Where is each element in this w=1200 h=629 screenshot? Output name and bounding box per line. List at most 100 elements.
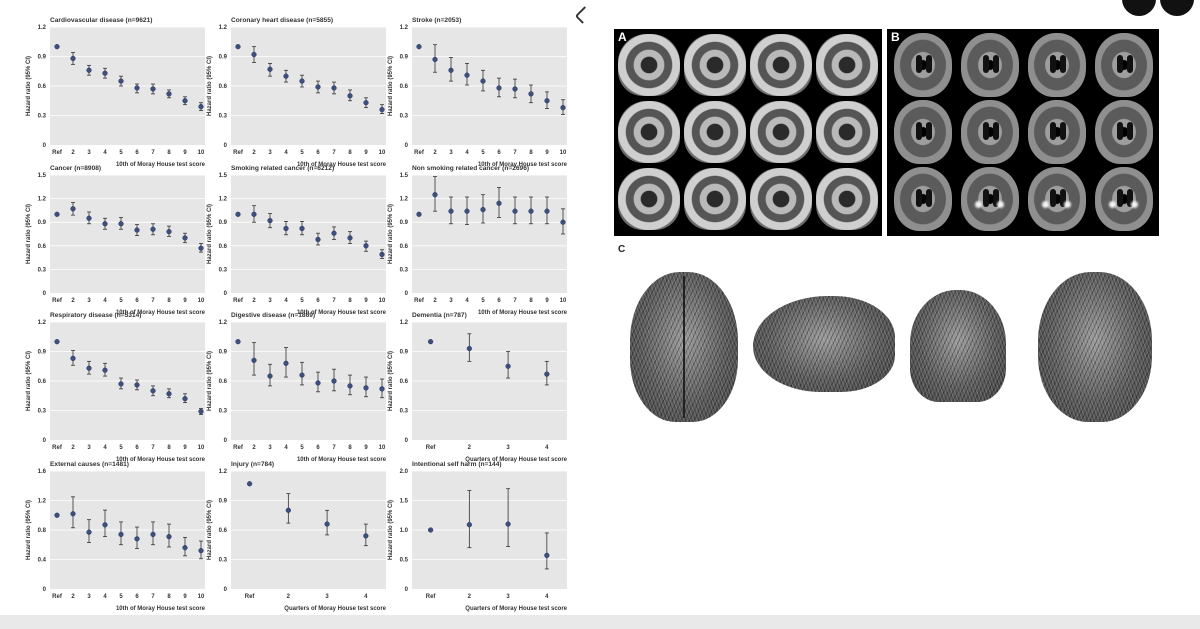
- x-tick-label: 5: [300, 150, 304, 156]
- y-tick-label: 0.3: [38, 267, 47, 273]
- x-tick-label: 8: [348, 298, 352, 304]
- data-point: [134, 85, 140, 91]
- data-point: [466, 522, 472, 528]
- data-point: [198, 408, 204, 415]
- x-tick-label: 2: [468, 445, 472, 451]
- x-tick-label: 10: [379, 150, 386, 156]
- y-tick-label: 1.6: [38, 469, 47, 475]
- data-point: [315, 380, 321, 386]
- x-tick-label: 4: [103, 594, 107, 600]
- data-point: [464, 72, 470, 78]
- x-tick-label: 7: [513, 298, 517, 304]
- data-point: [432, 56, 438, 63]
- x-tick-label: Ref: [52, 298, 63, 304]
- ventricle-shape: [916, 55, 922, 73]
- y-tick-label: 0.9: [400, 350, 409, 356]
- data-point: [347, 383, 353, 389]
- x-tick-label: 2: [468, 594, 472, 600]
- data-point: [102, 522, 108, 528]
- x-tick-label: 6: [135, 594, 139, 600]
- ventricle-shape: [1050, 189, 1056, 207]
- x-tick-label: 7: [332, 150, 336, 156]
- x-tick-label: 2: [252, 445, 256, 451]
- x-tick-label: Ref: [52, 594, 63, 600]
- panel-label-c: C: [618, 244, 626, 255]
- x-tick-label: 6: [135, 150, 139, 156]
- data-point: [315, 84, 321, 90]
- brain-tractography-bottom: [1038, 272, 1152, 422]
- data-point: [379, 106, 385, 113]
- data-point: [182, 235, 188, 241]
- ventricle-shape: [1117, 189, 1123, 207]
- data-point: [86, 215, 92, 221]
- x-tick-label: Ref: [426, 445, 437, 451]
- ventricle-shape: [1127, 122, 1133, 140]
- x-tick-label: 9: [183, 150, 187, 156]
- ventricle-shape: [983, 189, 989, 207]
- y-tick-label: 0.3: [400, 267, 409, 273]
- x-axis-label: Quarters of Moray House test score: [284, 606, 386, 612]
- data-point: [299, 78, 305, 84]
- x-tick-label: 10: [379, 298, 386, 304]
- mri-axial-slice: [1028, 33, 1086, 97]
- white-matter-lesion: [975, 201, 982, 208]
- x-tick-label: 4: [103, 445, 107, 451]
- data-point: [235, 211, 241, 217]
- x-tick-label: 2: [287, 594, 291, 600]
- y-tick-label: 0.6: [400, 379, 409, 385]
- x-tick-label: 10: [198, 445, 205, 451]
- data-point: [324, 521, 330, 527]
- x-tick-label: 8: [348, 150, 352, 156]
- x-tick-label: 3: [449, 150, 453, 156]
- data-point: [347, 93, 353, 99]
- data-point: [166, 91, 172, 97]
- data-point: [299, 225, 305, 232]
- midline: [683, 276, 685, 418]
- data-point: [251, 357, 257, 363]
- y-tick-label: 0.6: [400, 84, 409, 90]
- data-point: [182, 545, 188, 551]
- x-tick-label: 2: [252, 150, 256, 156]
- y-tick-label: 1.2: [400, 320, 409, 326]
- imaging-figure: A B C: [600, 0, 1200, 615]
- data-point: [150, 86, 156, 92]
- x-tick-label: 8: [167, 150, 171, 156]
- data-point: [363, 243, 369, 249]
- y-tick-label: 0.9: [219, 55, 228, 61]
- x-tick-label: 4: [103, 298, 107, 304]
- y-tick-label: 0.8: [38, 528, 47, 534]
- x-tick-label: 6: [135, 445, 139, 451]
- y-tick-label: 1.2: [400, 25, 409, 31]
- data-point: [150, 226, 156, 232]
- data-point: [54, 211, 60, 217]
- y-tick-label: 1.2: [38, 320, 47, 326]
- ventricle-shape: [1127, 189, 1133, 207]
- y-axis-label: Hazard ratio (95% CI): [26, 351, 32, 411]
- panel-title: Stroke (n=2053): [412, 17, 461, 24]
- x-tick-label: 10: [198, 150, 205, 156]
- x-tick-label: 7: [513, 150, 517, 156]
- data-point: [182, 396, 188, 402]
- white-matter-lesion: [997, 201, 1004, 208]
- data-point: [70, 511, 76, 517]
- plot-background: [231, 175, 386, 293]
- chart-panel: Dementia (n=787) 0 0.3 0.6 0.9 1.2 Ref 2 3 4 Quart…: [388, 312, 568, 463]
- x-tick-label: 5: [119, 150, 123, 156]
- data-point: [331, 378, 337, 384]
- mri-axial-slice: [1028, 100, 1086, 164]
- x-tick-label: 4: [465, 298, 469, 304]
- data-point: [118, 78, 124, 84]
- data-point: [102, 367, 108, 373]
- mri-coronal-slice: [750, 34, 812, 96]
- panel-title: Cancer (n=8908): [50, 165, 101, 172]
- x-axis-label: 10th of Moray House test score: [116, 606, 206, 612]
- x-tick-label: 3: [87, 445, 91, 451]
- mri-axial-slice: [894, 100, 952, 164]
- y-tick-label: 0: [405, 291, 409, 297]
- y-tick-label: 0.3: [400, 409, 409, 415]
- x-tick-label: 6: [316, 298, 320, 304]
- brain-tractography-side: [753, 296, 895, 392]
- data-point: [283, 73, 289, 79]
- y-tick-label: 0: [43, 438, 47, 444]
- panel-title: Injury (n=784): [231, 461, 274, 468]
